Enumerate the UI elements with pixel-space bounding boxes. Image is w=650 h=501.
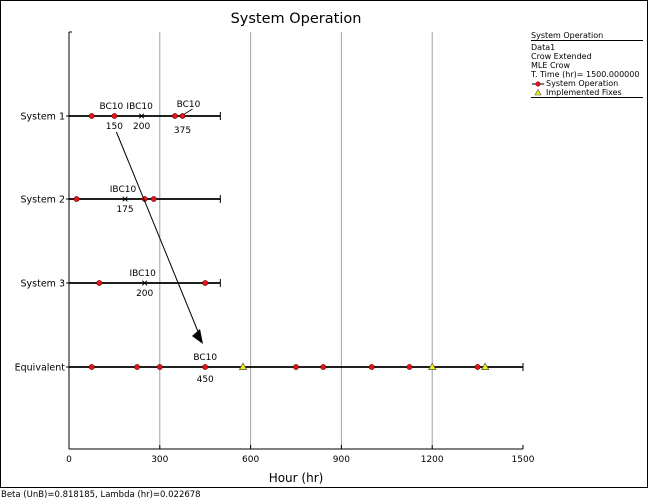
legend: System Operation Data1 Crow Extended MLE…: [531, 31, 643, 98]
legend-line-method: MLE Crow: [531, 61, 571, 70]
system-label: System 1: [21, 112, 66, 123]
ibc-label: IBC10: [110, 185, 137, 195]
failure-point: [73, 196, 80, 202]
arrow-shaft: [115, 131, 200, 335]
system-label: System 2: [21, 195, 66, 206]
implemented-fix-point: [238, 362, 248, 370]
x-tick-label: 1500: [512, 455, 535, 465]
bc-value: 375: [174, 126, 191, 136]
ibc-label: IBC10: [129, 269, 156, 279]
legend-line-model: Crow Extended: [531, 52, 592, 61]
ibc-value: 175: [116, 205, 133, 215]
yellow-triangle-icon: [534, 88, 542, 96]
failure-point: [111, 113, 118, 119]
failure-point: [179, 113, 186, 119]
legend-line-time: T. Time (hr)= 1500.000000: [531, 70, 640, 79]
status-bar: Beta (UnB)=0.818185, Lambda (hr)=0.02267…: [1, 490, 201, 500]
system-label: System 3: [21, 279, 66, 290]
system-operation-chart: System Operation 0 300 600 900 1200 1500 Hour (…: [15, 11, 535, 485]
bc-label: BC10: [177, 100, 201, 110]
bc-leader: [184, 108, 193, 115]
failure-point: [202, 364, 209, 370]
legend-item-system-operation: System Operation: [531, 79, 643, 88]
chart-panel: System Operation 0 300 600 900 1200 1500 Hour (…: [0, 0, 648, 488]
legend-item-label: Implemented Fixes: [546, 88, 622, 97]
ibc-mark: [142, 280, 148, 286]
failure-point: [88, 364, 95, 370]
chart-title: System Operation: [231, 11, 362, 27]
ibc-mark: [122, 196, 128, 202]
implemented-fix-point: [428, 362, 437, 370]
failure-point: [406, 364, 413, 370]
legend-item-implemented-fixes: Implemented Fixes: [531, 88, 643, 97]
failure-point: [368, 364, 375, 370]
x-tick-label: 0: [66, 455, 72, 465]
failure-point: [202, 280, 209, 286]
arrow-head: [192, 329, 203, 344]
bc-label: BC10: [100, 102, 124, 112]
x-tick-label: 300: [151, 455, 168, 465]
ibc-value: 200: [136, 289, 153, 299]
bc-label: BC10: [193, 353, 217, 363]
system-label: Equivalent: [15, 363, 66, 374]
failure-point: [320, 364, 327, 370]
failure-point: [150, 196, 157, 202]
failure-point: [172, 113, 178, 119]
x-tick-label: 1200: [421, 455, 444, 465]
legend-item-label: System Operation: [546, 79, 619, 88]
legend-divider: [531, 97, 643, 98]
bc-value: 150: [106, 122, 123, 132]
failure-point: [293, 364, 299, 370]
legend-line-data: Data1: [531, 43, 556, 52]
x-tick-label: 900: [333, 455, 350, 465]
x-axis-label: Hour (hr): [269, 471, 324, 485]
failure-point: [88, 113, 95, 119]
implemented-fix-point: [480, 362, 490, 370]
red-dot-line-icon: [532, 81, 544, 87]
failure-point: [156, 364, 163, 370]
failure-point: [96, 280, 103, 286]
legend-title: System Operation: [531, 31, 643, 41]
ibc-value: 200: [133, 122, 150, 132]
ibc-mark: [138, 113, 145, 119]
failure-point: [134, 364, 140, 370]
ibc-label: IBC10: [126, 102, 153, 112]
bc-value: 450: [197, 375, 214, 385]
failure-point: [474, 364, 481, 370]
x-tick-label: 600: [242, 455, 259, 465]
